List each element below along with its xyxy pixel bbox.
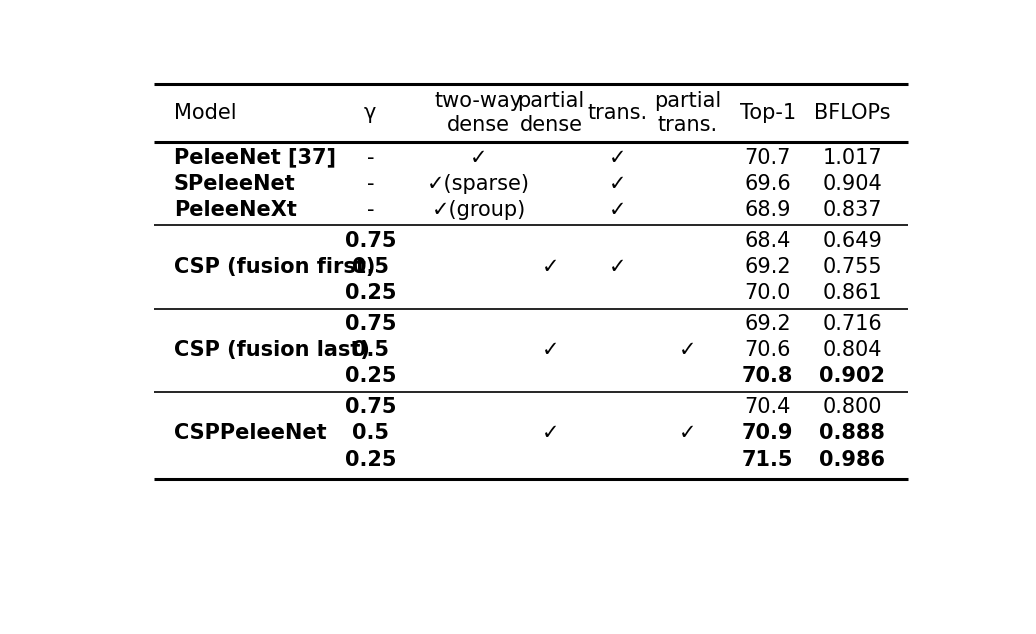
Text: two-way
dense: two-way dense	[435, 91, 523, 134]
Text: 0.888: 0.888	[819, 424, 885, 443]
Text: 0.837: 0.837	[823, 200, 882, 220]
Text: ✓: ✓	[542, 340, 559, 360]
Text: ✓(sparse): ✓(sparse)	[427, 174, 530, 194]
Text: ✓: ✓	[542, 257, 559, 277]
Text: 69.6: 69.6	[745, 174, 792, 194]
Text: 0.75: 0.75	[345, 397, 396, 417]
Text: partial
trans.: partial trans.	[654, 91, 721, 134]
Text: 0.649: 0.649	[823, 231, 882, 251]
Text: 0.5: 0.5	[352, 424, 388, 443]
Text: CSP (fusion last): CSP (fusion last)	[174, 340, 370, 360]
Text: ✓: ✓	[542, 424, 559, 443]
Text: 0.25: 0.25	[345, 366, 396, 386]
Text: 70.7: 70.7	[745, 148, 792, 168]
Text: CSP (fusion first): CSP (fusion first)	[174, 257, 375, 277]
Text: ✓: ✓	[679, 424, 696, 443]
Text: 68.9: 68.9	[745, 200, 792, 220]
Text: 70.9: 70.9	[742, 424, 794, 443]
Text: 0.986: 0.986	[819, 450, 885, 470]
Text: ✓(group): ✓(group)	[432, 200, 526, 220]
Text: 0.904: 0.904	[823, 174, 882, 194]
Text: PeleeNeXt: PeleeNeXt	[174, 200, 296, 220]
Text: trans.: trans.	[587, 103, 648, 123]
Text: 0.716: 0.716	[823, 314, 882, 334]
Text: Model: Model	[174, 103, 236, 123]
Text: 1.017: 1.017	[823, 148, 882, 168]
Text: 0.800: 0.800	[823, 397, 882, 417]
Text: 69.2: 69.2	[745, 314, 792, 334]
Text: Top-1: Top-1	[740, 103, 796, 123]
Text: ✓: ✓	[679, 340, 696, 360]
Text: ✓: ✓	[609, 174, 627, 194]
Text: 0.804: 0.804	[823, 340, 882, 360]
Text: -: -	[367, 174, 374, 194]
Text: ✓: ✓	[609, 200, 627, 220]
Text: 70.8: 70.8	[742, 366, 794, 386]
Text: 68.4: 68.4	[745, 231, 792, 251]
Text: PeleeNet [37]: PeleeNet [37]	[174, 148, 336, 168]
Text: 0.75: 0.75	[345, 231, 396, 251]
Text: 0.902: 0.902	[819, 366, 885, 386]
Text: 0.75: 0.75	[345, 314, 396, 334]
Text: SPeleeNet: SPeleeNet	[174, 174, 295, 194]
Text: ✓: ✓	[470, 148, 488, 168]
Text: CSPPeleeNet: CSPPeleeNet	[174, 424, 326, 443]
Text: 70.0: 70.0	[745, 283, 792, 303]
Text: 0.25: 0.25	[345, 283, 396, 303]
Text: -: -	[367, 148, 374, 168]
Text: BFLOPs: BFLOPs	[814, 103, 890, 123]
Text: -: -	[367, 200, 374, 220]
Text: 0.5: 0.5	[352, 340, 388, 360]
Text: 70.4: 70.4	[745, 397, 792, 417]
Text: γ: γ	[365, 103, 376, 123]
Text: 69.2: 69.2	[745, 257, 792, 277]
Text: 0.755: 0.755	[823, 257, 882, 277]
Text: partial
dense: partial dense	[517, 91, 584, 134]
Text: 0.25: 0.25	[345, 450, 396, 470]
Text: ✓: ✓	[609, 257, 627, 277]
Text: ✓: ✓	[609, 148, 627, 168]
Text: 0.5: 0.5	[352, 257, 388, 277]
Text: 71.5: 71.5	[742, 450, 794, 470]
Text: 0.861: 0.861	[823, 283, 882, 303]
Text: 70.6: 70.6	[745, 340, 792, 360]
